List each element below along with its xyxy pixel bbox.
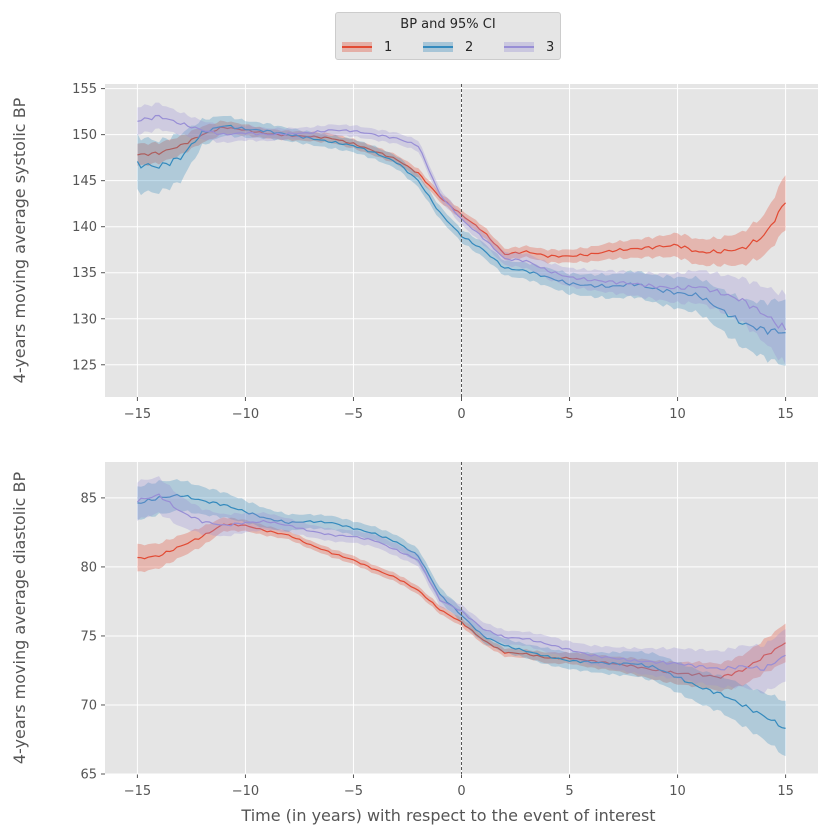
legend: BP and 95% CI 1 2 3 (335, 12, 561, 60)
x-tick-label: 0 (457, 784, 465, 799)
x-axis-label: Time (in years) with respect to the even… (240, 806, 655, 825)
y-tick-label: 130 (72, 312, 97, 327)
y-tick-label: 65 (80, 768, 97, 783)
y-tick-label: 125 (72, 358, 97, 373)
y-tick-label: 145 (72, 174, 97, 189)
legend-title: BP and 95% CI (400, 17, 496, 32)
x-tick-label: −15 (124, 784, 151, 799)
x-tick-label: 5 (565, 407, 573, 422)
y-axis-label: 4-years moving average systolic BP (10, 97, 29, 383)
legend-item-1: 1 (342, 39, 392, 55)
y-tick-label: 135 (72, 266, 97, 281)
x-tick-label: −15 (124, 407, 151, 422)
x-tick-label: 5 (565, 784, 573, 799)
legend-label-2: 2 (465, 39, 474, 55)
legend-item-2: 2 (423, 39, 473, 55)
line-series-1 (137, 523, 786, 679)
x-tick-label: −5 (344, 784, 363, 799)
y-axis-label: 4-years moving average diastolic BP (10, 472, 29, 765)
x-tick-label: 15 (777, 784, 794, 799)
x-tick-label: −10 (232, 407, 259, 422)
ci-band-series-1 (137, 517, 786, 692)
line-series-3 (137, 114, 787, 331)
legend-swatch-3 (504, 42, 534, 52)
legend-swatch-1 (342, 42, 372, 52)
legend-label-3: 3 (546, 39, 555, 55)
legend-item-3: 3 (504, 39, 554, 55)
x-tick-label: 10 (669, 407, 686, 422)
y-tick-label: 75 (80, 629, 97, 644)
y-tick-label: 140 (72, 220, 97, 235)
panel-2: −15 −10 −5 0 5 10 15 65 70 75 80 85 4-years moving a… (10, 462, 818, 825)
ci-band-series-3 (137, 102, 786, 365)
y-tick-label: 150 (72, 128, 97, 143)
x-tick-label: 15 (777, 407, 794, 422)
y-tick-label: 85 (80, 491, 97, 506)
y-tick-label: 80 (80, 560, 97, 575)
x-tick-label: 0 (457, 407, 465, 422)
legend-label-1: 1 (384, 39, 393, 55)
y-tick-label: 70 (80, 698, 97, 713)
y-tick-label: 155 (72, 82, 97, 97)
line-series-3 (136, 493, 786, 671)
x-tick-label: −10 (232, 784, 259, 799)
legend-swatch-2 (423, 42, 453, 52)
x-tick-label: −5 (344, 407, 363, 422)
ci-band-series-3 (137, 476, 786, 694)
line-series-2 (137, 493, 786, 729)
panel-1: −15 −10 −5 0 5 10 15 125 130 135 140 145 150 155 4-yea… (10, 82, 818, 422)
x-tick-label: 10 (669, 784, 686, 799)
